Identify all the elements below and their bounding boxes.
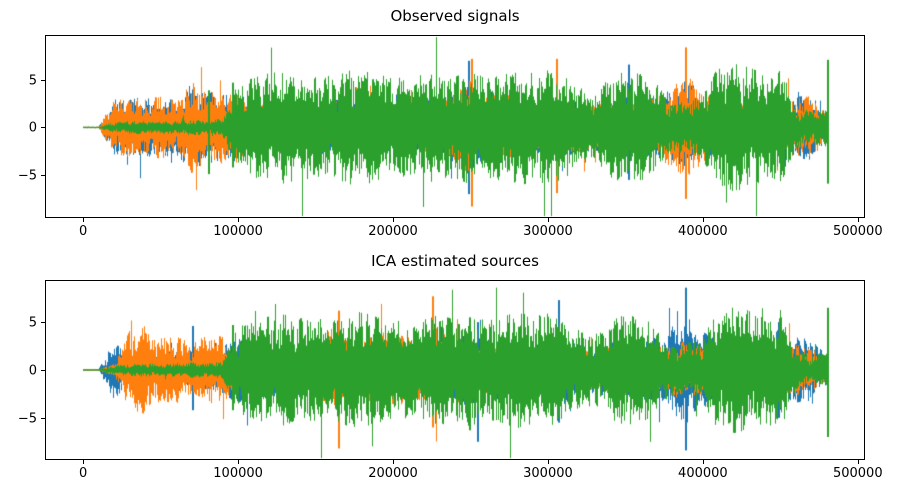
y-tick-mark [41,79,45,81]
y-tick-label: 0 [28,363,37,379]
x-tick-mark [83,460,85,464]
x-tick-mark [857,460,859,464]
x-tick-label: 200000 [368,224,418,239]
x-tick-mark [547,218,549,222]
y-tick-label: −5 [17,411,37,427]
axes-box [45,280,865,460]
x-tick-label: 300000 [523,224,573,239]
waveform-canvas [46,36,864,217]
x-tick-label: 200000 [368,466,418,481]
x-tick-mark [393,218,395,222]
x-tick-label: 500000 [832,466,883,481]
x-tick-label: 500000 [832,224,883,239]
axes-box [45,35,865,218]
y-tick-label: 0 [28,120,37,136]
x-tick-mark [393,460,395,464]
x-tick-label: 100000 [213,466,263,481]
x-tick-label: 0 [79,466,88,481]
chart-title: ICA estimated sources [371,252,539,270]
x-tick-label: 0 [79,224,88,239]
x-tick-mark [238,460,240,464]
chart-title: Observed signals [390,7,520,25]
y-tick-label: 5 [28,73,37,89]
x-tick-label: 100000 [213,224,263,239]
x-tick-mark [83,218,85,222]
y-tick-mark [41,322,45,324]
x-tick-label: 300000 [523,466,573,481]
waveform-canvas [46,281,864,459]
y-tick-mark [41,175,45,177]
y-tick-mark [41,370,45,371]
x-tick-mark [857,218,859,222]
x-tick-mark [702,218,704,222]
x-tick-mark [547,460,549,464]
x-tick-label: 400000 [678,224,728,239]
y-tick-mark [41,417,45,419]
y-tick-mark [41,127,45,129]
x-tick-mark [702,460,704,464]
y-tick-label: 5 [28,315,37,331]
x-tick-mark [238,218,240,222]
x-tick-label: 400000 [678,466,728,481]
y-tick-label: −5 [17,168,37,184]
